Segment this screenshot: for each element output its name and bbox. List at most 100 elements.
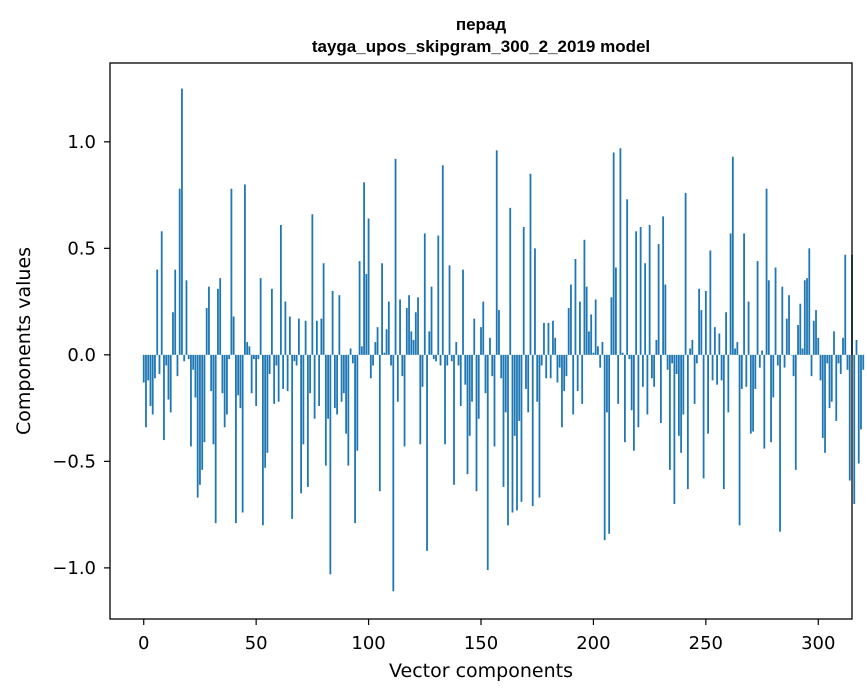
bar-38 (228, 354, 231, 360)
bar-142 (462, 269, 464, 355)
bar-65 (288, 316, 291, 355)
bar-275 (761, 350, 763, 355)
bar-45 (244, 184, 246, 355)
bar-37 (226, 354, 228, 415)
x-tick-label: 250 (689, 633, 723, 654)
bar-9 (163, 354, 165, 441)
bar-13 (172, 312, 174, 355)
bar-40 (232, 316, 235, 355)
bar-286 (785, 318, 788, 355)
bar-255 (716, 354, 718, 385)
bar-147 (473, 318, 476, 355)
y-tick-label: −1.0 (52, 558, 96, 579)
bar-22 (192, 354, 195, 370)
bar-95 (356, 354, 359, 451)
bar-300 (817, 337, 820, 355)
bar-257 (720, 354, 723, 381)
bar-62 (282, 354, 285, 389)
bar-219 (635, 231, 638, 355)
bar-176 (538, 354, 541, 498)
bar-39 (230, 188, 233, 355)
bar-311 (842, 337, 844, 355)
bar-52 (259, 278, 262, 355)
bar-233 (666, 354, 669, 370)
bar-116 (403, 354, 406, 447)
bar-119 (410, 331, 413, 355)
bar-256 (718, 333, 721, 355)
bar-15 (176, 354, 179, 377)
bar-173 (531, 354, 534, 507)
bar-53 (262, 354, 264, 526)
bar-20 (187, 354, 190, 360)
bar-92 (349, 348, 352, 355)
bar-235 (671, 354, 674, 364)
x-tick-label: 100 (351, 633, 385, 654)
x-axis-label: Vector components (389, 660, 573, 682)
bar-81 (324, 354, 327, 466)
bar-85 (333, 354, 336, 409)
bar-165 (513, 354, 516, 436)
bar-273 (756, 261, 759, 355)
bar-290 (794, 354, 797, 470)
bar-260 (727, 354, 730, 413)
bar-91 (347, 354, 350, 466)
bar-78 (318, 354, 321, 406)
bar-100 (367, 218, 370, 355)
bar-170 (525, 354, 527, 389)
bar-152 (484, 354, 487, 394)
bar-88 (340, 354, 343, 402)
bar-139 (455, 342, 458, 355)
bar-27 (203, 354, 206, 443)
bar-240 (682, 354, 685, 415)
bar-26 (201, 354, 204, 470)
bar-175 (536, 354, 539, 402)
bar-4 (151, 354, 154, 415)
bar-148 (475, 354, 478, 492)
bar-210 (615, 267, 617, 355)
bar-261 (729, 233, 732, 355)
bar-87 (338, 295, 341, 355)
bar-124 (421, 354, 424, 387)
bar-111 (392, 354, 395, 592)
bar-295 (806, 278, 808, 355)
bar-236 (673, 354, 676, 504)
bar-44 (241, 354, 244, 513)
bar-239 (680, 354, 683, 453)
y-tick-label: 0.5 (67, 238, 96, 259)
bar-281 (774, 267, 777, 355)
bar-42 (237, 354, 240, 396)
bar-160 (502, 354, 505, 487)
bar-171 (527, 354, 530, 413)
bar-301 (819, 354, 822, 381)
bar-216 (628, 354, 631, 360)
bar-178 (543, 322, 545, 355)
bars-group (142, 88, 865, 592)
bar-224 (646, 354, 649, 415)
bar-19 (185, 280, 188, 355)
x-tick-label: 50 (245, 633, 268, 654)
bar-252 (709, 250, 712, 355)
bar-269 (747, 301, 750, 355)
bar-267 (743, 233, 745, 355)
bar-134 (444, 354, 446, 445)
bar-43 (239, 354, 242, 409)
bar-72 (304, 320, 307, 355)
bar-113 (396, 354, 399, 402)
bar-70 (300, 354, 303, 494)
bar-166 (516, 354, 518, 511)
bar-280 (772, 354, 775, 398)
bar-244 (691, 339, 694, 355)
bar-316 (853, 354, 856, 504)
bar-84 (331, 290, 334, 355)
bar-57 (270, 288, 273, 355)
bar-282 (776, 354, 779, 366)
bar-245 (693, 354, 696, 404)
bar-200 (592, 352, 595, 355)
bar-314 (848, 354, 851, 481)
bar-130 (435, 354, 437, 362)
bar-196 (583, 239, 586, 355)
x-tick-label: 0 (138, 633, 149, 654)
bar-198 (588, 331, 590, 355)
bar-182 (552, 320, 554, 355)
bar-158 (498, 310, 500, 355)
